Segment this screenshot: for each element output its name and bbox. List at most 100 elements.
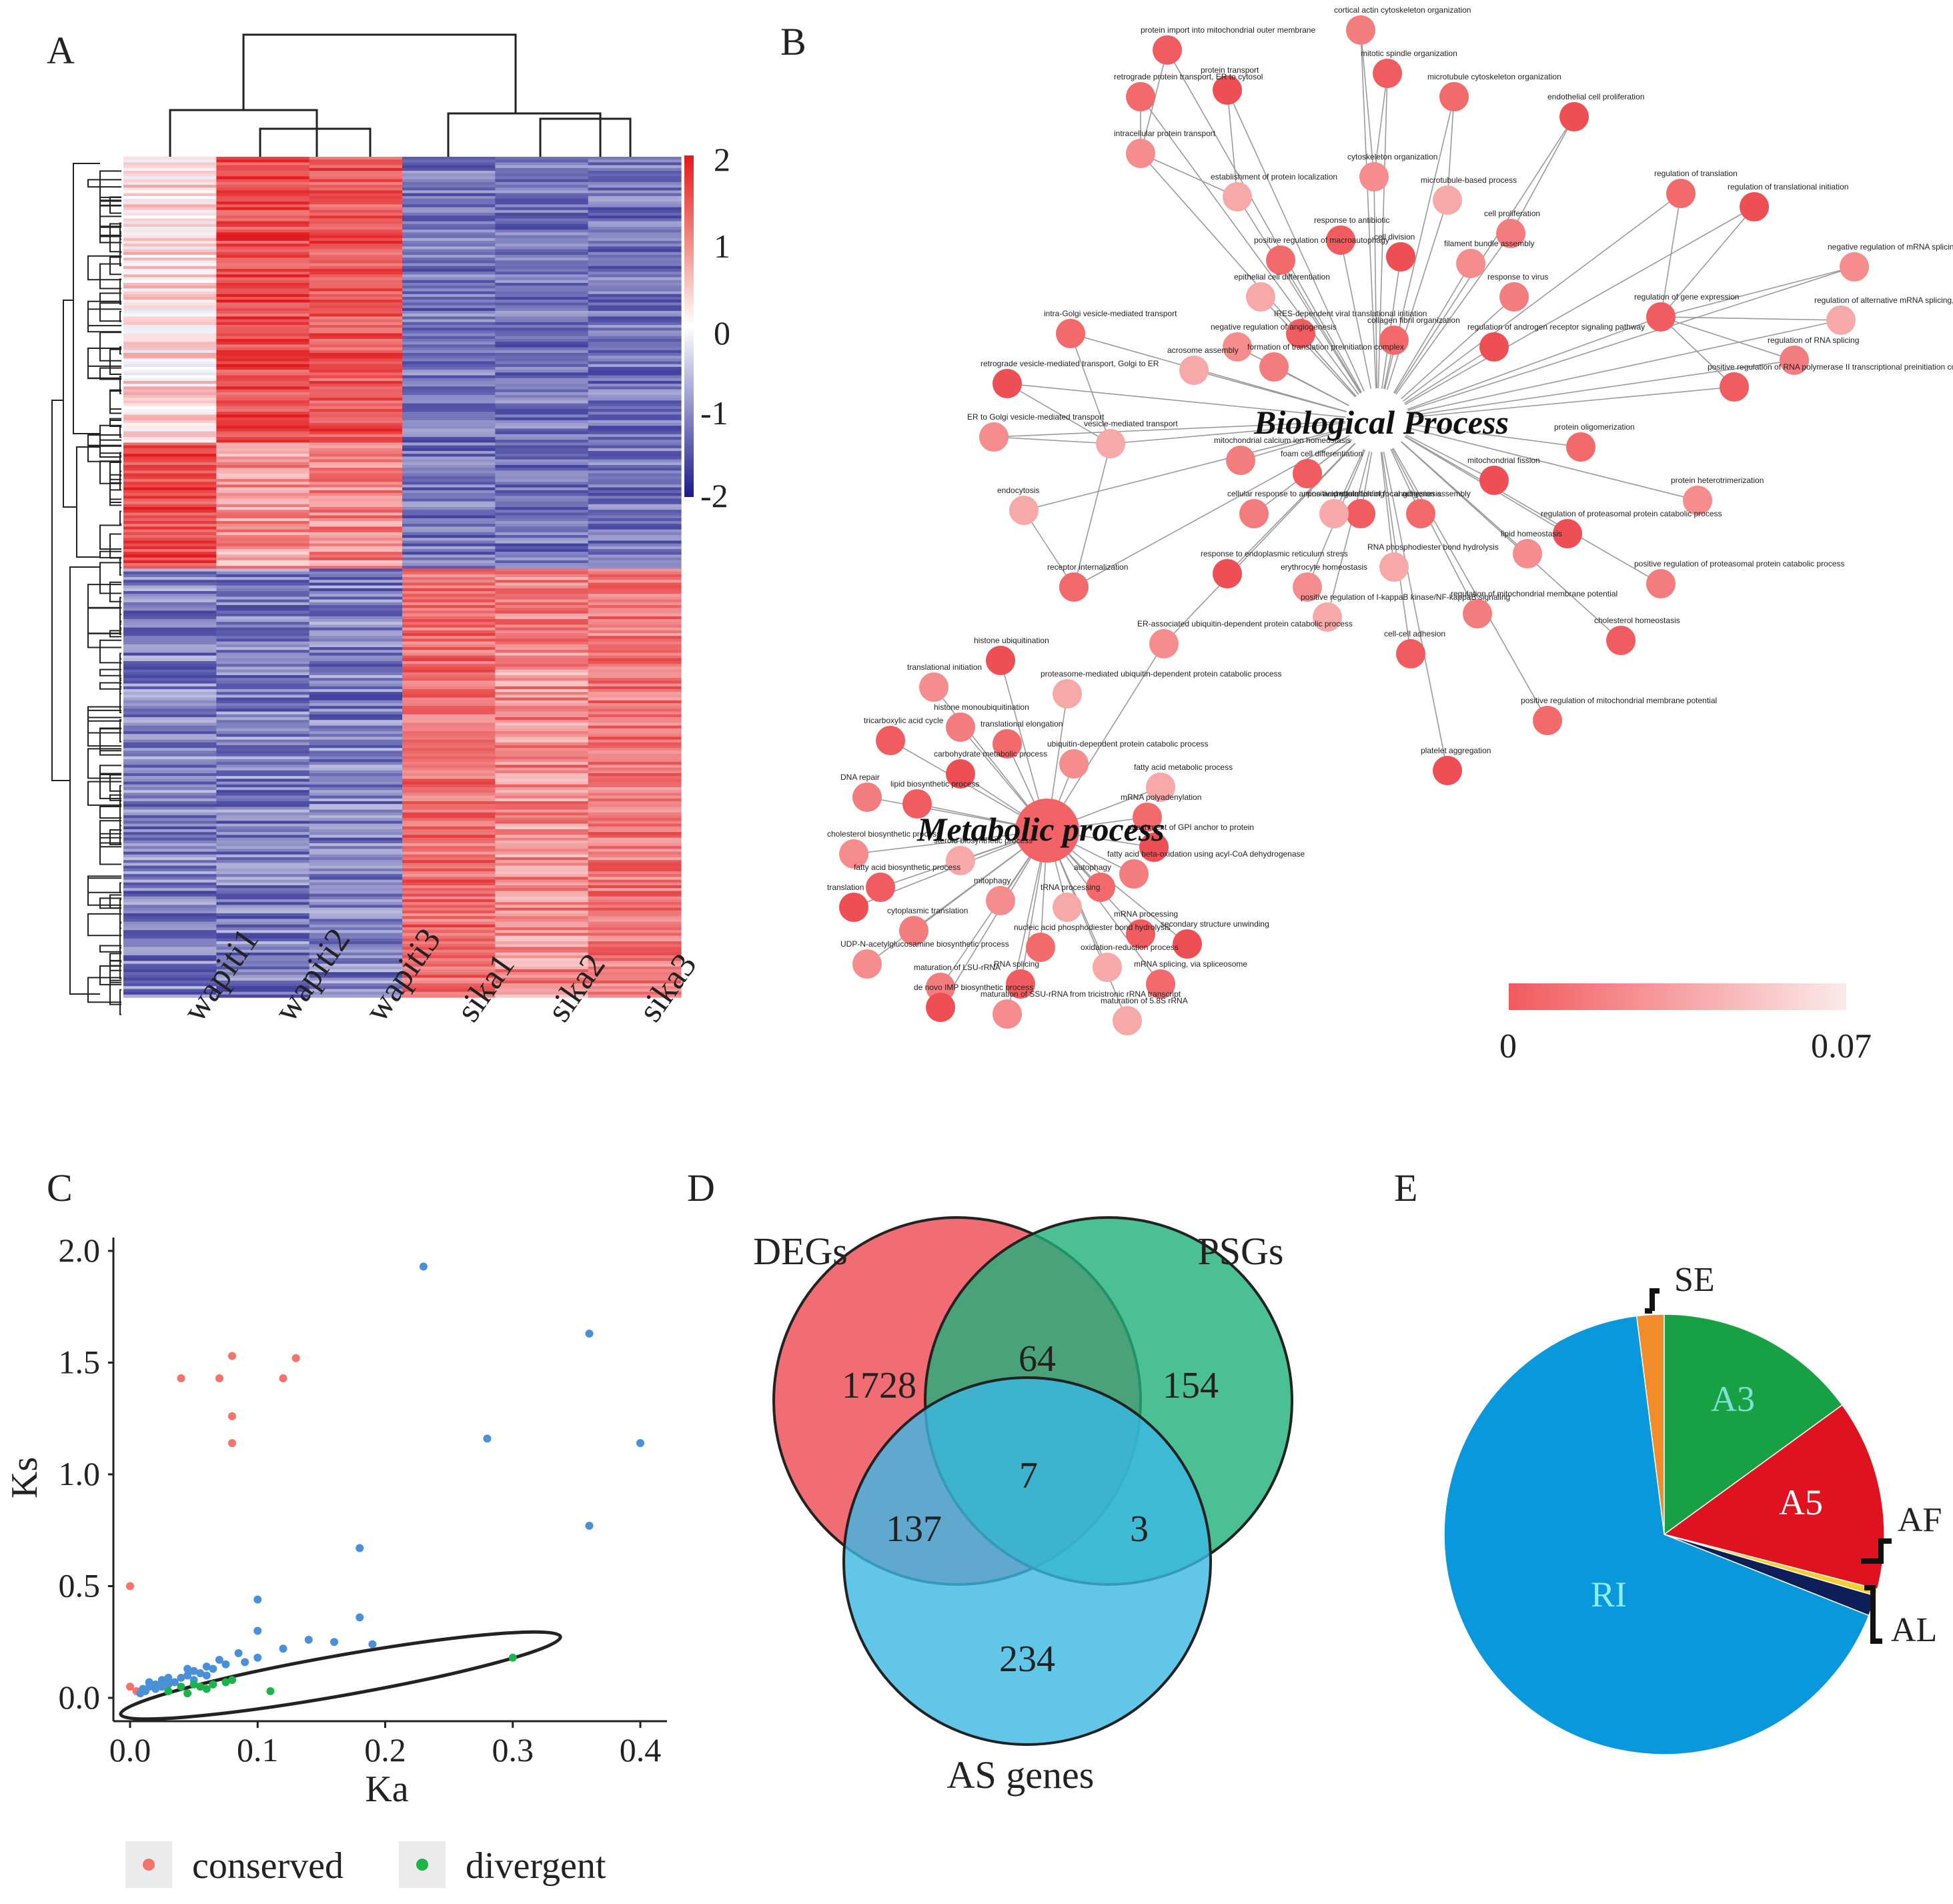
heatmap-cell — [402, 176, 496, 180]
heatmap-cell — [588, 440, 682, 443]
network-node-bp — [1456, 249, 1485, 278]
network-node-bp — [1566, 432, 1595, 462]
heatmap-cell — [588, 751, 682, 755]
dendrogram-branch — [119, 719, 121, 743]
network-node-mp — [946, 846, 975, 875]
heatmap-cell — [588, 213, 682, 216]
pie-outer-labels: SE AF AL — [1674, 1261, 1942, 1649]
heatmap-cell — [123, 723, 217, 727]
heatmap-cell — [123, 706, 217, 709]
network-term-label: vesicle-mediated transport — [1084, 419, 1178, 428]
heatmap-cell — [216, 591, 310, 594]
heatmap-cell — [495, 193, 589, 197]
heatmap-cell — [216, 409, 310, 412]
heatmap-cell — [123, 454, 217, 457]
heatmap-cell — [216, 252, 310, 256]
heatmap-cell — [588, 711, 682, 715]
network-term-label: response to virus — [1487, 272, 1548, 282]
heatmap-cell — [216, 445, 310, 449]
heatmap-cell — [588, 759, 682, 763]
heatmap-cell — [402, 344, 496, 348]
heatmap-cell — [402, 938, 496, 942]
heatmap-cell — [123, 560, 217, 564]
heatmap-cell — [216, 532, 310, 536]
heatmap-cell — [402, 725, 496, 729]
heatmap-cell — [402, 229, 496, 233]
heatmap-cell — [588, 241, 682, 244]
heatmap-cell — [216, 958, 310, 961]
heatmap-cell — [495, 241, 589, 244]
heatmap-grid — [123, 157, 682, 998]
heatmap-cell — [216, 185, 310, 188]
dendrogram-branch — [109, 256, 121, 276]
heatmap-cell — [495, 596, 589, 600]
heatmap-cell — [123, 933, 217, 937]
dendrogram-branch — [87, 717, 121, 747]
heatmap-cell — [309, 409, 403, 412]
heatmap-cell — [588, 409, 682, 412]
heatmap-cell — [123, 294, 217, 298]
heatmap-cell — [216, 627, 310, 631]
heatmap-cell — [309, 370, 403, 373]
heatmap-cell — [123, 798, 217, 802]
heatmap-cell — [123, 215, 217, 219]
scatter-point-other — [356, 1544, 364, 1552]
heatmap-cell — [495, 521, 589, 524]
heatmap-cell — [588, 347, 682, 351]
heatmap-cell — [588, 176, 682, 180]
heatmap-cell — [123, 627, 217, 631]
network-edge — [1377, 420, 1548, 721]
heatmap-cell — [216, 204, 310, 208]
scatter-point-conserved — [177, 1374, 185, 1382]
heatmap-cell — [309, 454, 403, 457]
heatmap-cell — [402, 398, 496, 401]
heatmap-cell — [402, 896, 496, 900]
x-tick-label: 0.0 — [109, 1731, 151, 1769]
heatmap-cell — [495, 322, 589, 326]
heatmap-cell — [495, 316, 589, 320]
heatmap-cell — [216, 896, 310, 900]
network-node-bp — [1009, 496, 1039, 525]
heatmap-cell — [123, 195, 217, 199]
heatmap-cell — [495, 801, 589, 805]
network-term-label: positive regulation of I-kappaB kinase/N… — [1301, 592, 1510, 602]
heatmap-cell — [402, 599, 496, 603]
heatmap-cell — [495, 339, 589, 342]
heatmap-cell — [588, 179, 682, 183]
heatmap-cell — [495, 448, 589, 452]
heatmap-cell — [309, 938, 403, 942]
heatmap-cell — [402, 958, 496, 961]
heatmap-cell — [495, 414, 589, 418]
heatmap-cell — [495, 213, 589, 216]
heatmap-cell — [588, 748, 682, 751]
heatmap-cell — [309, 328, 403, 331]
heatmap-cell — [402, 336, 496, 340]
heatmap-cell — [216, 442, 310, 446]
heatmap-cell — [588, 832, 682, 835]
heatmap-cell — [216, 672, 310, 676]
heatmap-cell — [495, 594, 589, 597]
heatmap-cell — [216, 406, 310, 410]
heatmap-cell — [495, 420, 589, 424]
heatmap-cell — [123, 512, 217, 516]
heatmap-cell — [216, 560, 310, 564]
panel-d: D DEGs PSGs AS genes 1728 64 154 7 137 3… — [687, 1166, 1293, 1797]
heatmap-cell — [123, 787, 217, 791]
heatmap-cell — [402, 666, 496, 670]
network-edge — [1167, 49, 1378, 421]
scatter-point-conserved — [228, 1412, 236, 1420]
heatmap-cell — [123, 277, 217, 281]
heatmap-cell — [495, 571, 589, 575]
dendrogram-branch — [99, 332, 121, 362]
heatmap-cell — [495, 252, 589, 256]
heatmap-cell — [495, 689, 589, 692]
heatmap-cell — [216, 641, 310, 645]
heatmap-cell — [216, 386, 310, 390]
heatmap-cell — [588, 442, 682, 446]
heatmap-cell — [402, 370, 496, 373]
heatmap-cell — [309, 773, 403, 777]
heatmap-cell — [216, 610, 310, 614]
heatmap-cell — [588, 568, 682, 572]
heatmap-cell — [588, 367, 682, 370]
heatmap-cell — [495, 400, 589, 404]
